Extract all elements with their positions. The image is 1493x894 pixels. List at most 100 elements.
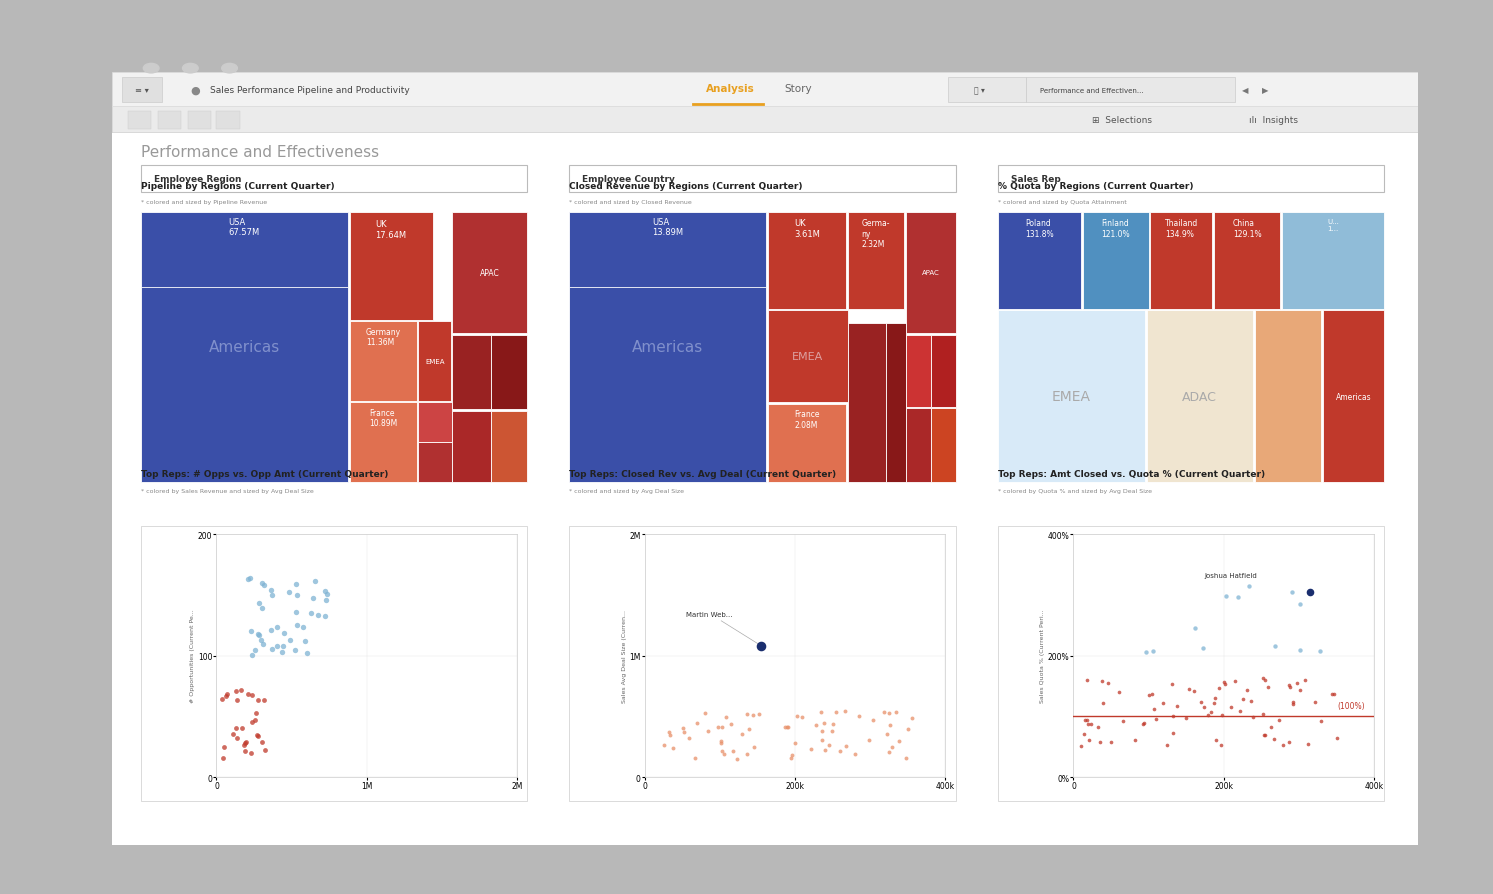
- Text: Germa-
ny
2.32M: Germa- ny 2.32M: [861, 219, 890, 249]
- Point: [1176, 682, 1200, 696]
- Point: [1123, 733, 1147, 747]
- Point: [1278, 680, 1302, 695]
- Point: [1160, 678, 1184, 692]
- Point: [239, 746, 263, 761]
- Point: [657, 725, 681, 739]
- Point: [251, 637, 275, 652]
- Point: [1076, 717, 1100, 731]
- Point: [1079, 718, 1103, 732]
- Point: [1199, 704, 1223, 719]
- Point: [1297, 585, 1321, 599]
- Point: [1075, 672, 1099, 687]
- Point: [251, 735, 275, 749]
- Y-axis label: Sales Avg Deal Size (Curren...: Sales Avg Deal Size (Curren...: [621, 610, 627, 703]
- Point: [243, 643, 267, 657]
- FancyBboxPatch shape: [569, 212, 766, 288]
- Point: [248, 596, 272, 611]
- Text: Joshua Hatfield: Joshua Hatfield: [1205, 572, 1257, 578]
- Point: [236, 687, 260, 701]
- Text: Employee Region: Employee Region: [154, 174, 242, 183]
- Point: [1141, 645, 1165, 659]
- Point: [1075, 713, 1099, 727]
- Point: [224, 684, 248, 698]
- Text: ADAC: ADAC: [1182, 391, 1217, 403]
- Point: [315, 587, 339, 602]
- Text: Sales Performance Pipeline and Productivity: Sales Performance Pipeline and Productiv…: [211, 86, 409, 95]
- FancyBboxPatch shape: [140, 527, 527, 801]
- Point: [233, 744, 257, 758]
- Point: [799, 742, 823, 756]
- FancyBboxPatch shape: [122, 78, 161, 104]
- Point: [1069, 739, 1093, 754]
- Point: [1251, 706, 1275, 721]
- Text: ⊞  Selections: ⊞ Selections: [1091, 116, 1151, 125]
- FancyBboxPatch shape: [769, 404, 845, 483]
- Point: [1296, 737, 1320, 751]
- Point: [234, 735, 258, 749]
- Point: [1241, 710, 1265, 724]
- FancyBboxPatch shape: [569, 527, 956, 801]
- Point: [285, 587, 309, 602]
- Point: [1281, 696, 1305, 711]
- Point: [213, 689, 237, 704]
- Point: [246, 628, 270, 642]
- Point: [821, 717, 845, 731]
- Point: [1309, 713, 1333, 728]
- Point: [693, 706, 717, 721]
- FancyBboxPatch shape: [997, 311, 1145, 483]
- Point: [878, 706, 902, 721]
- FancyBboxPatch shape: [906, 409, 930, 483]
- Text: UK
3.61M: UK 3.61M: [794, 219, 820, 239]
- Point: [314, 585, 337, 599]
- Point: [1099, 735, 1123, 749]
- Point: [246, 729, 270, 743]
- Text: ≡ ▾: ≡ ▾: [134, 86, 149, 95]
- Point: [285, 618, 309, 632]
- Point: [1302, 695, 1326, 709]
- Point: [1287, 643, 1311, 657]
- FancyBboxPatch shape: [906, 335, 930, 407]
- Text: 🔖 ▾: 🔖 ▾: [975, 86, 985, 95]
- Point: [1202, 696, 1226, 711]
- Text: Top Reps: Amt Closed vs. Quota % (Current Quarter): Top Reps: Amt Closed vs. Quota % (Curren…: [997, 470, 1265, 479]
- Text: EMEA: EMEA: [426, 358, 445, 365]
- Point: [1235, 683, 1259, 697]
- Point: [842, 747, 866, 762]
- Point: [812, 743, 836, 757]
- Point: [1229, 704, 1253, 719]
- Point: [1256, 679, 1280, 694]
- Text: Top Reps: Closed Rev vs. Avg Deal (Current Quarter): Top Reps: Closed Rev vs. Avg Deal (Curre…: [569, 470, 836, 479]
- Point: [661, 741, 685, 755]
- Text: ●: ●: [190, 86, 200, 96]
- Text: Martin Web...: Martin Web...: [687, 611, 758, 645]
- FancyBboxPatch shape: [1147, 311, 1253, 483]
- Point: [1078, 733, 1102, 747]
- FancyBboxPatch shape: [930, 335, 956, 407]
- FancyBboxPatch shape: [127, 112, 151, 130]
- Point: [243, 713, 267, 727]
- Point: [1090, 674, 1114, 688]
- Circle shape: [143, 64, 158, 74]
- Point: [249, 633, 273, 647]
- Point: [817, 738, 841, 752]
- Point: [709, 720, 733, 734]
- Point: [749, 639, 773, 654]
- Point: [1308, 645, 1332, 659]
- Text: Americas: Americas: [209, 340, 279, 355]
- Point: [775, 720, 799, 734]
- Text: Analysis: Analysis: [706, 84, 755, 94]
- Text: Americas: Americas: [1336, 392, 1371, 401]
- Point: [249, 602, 273, 616]
- FancyBboxPatch shape: [1151, 212, 1212, 309]
- Point: [672, 725, 696, 739]
- Point: [879, 740, 903, 755]
- Point: [1223, 674, 1247, 688]
- Point: [252, 578, 276, 593]
- Point: [284, 643, 308, 657]
- FancyBboxPatch shape: [848, 212, 903, 309]
- Point: [1106, 686, 1130, 700]
- Text: ◀: ◀: [1242, 86, 1248, 95]
- Point: [742, 740, 766, 755]
- Point: [1278, 679, 1302, 693]
- Text: UK
17.64M: UK 17.64M: [376, 220, 406, 240]
